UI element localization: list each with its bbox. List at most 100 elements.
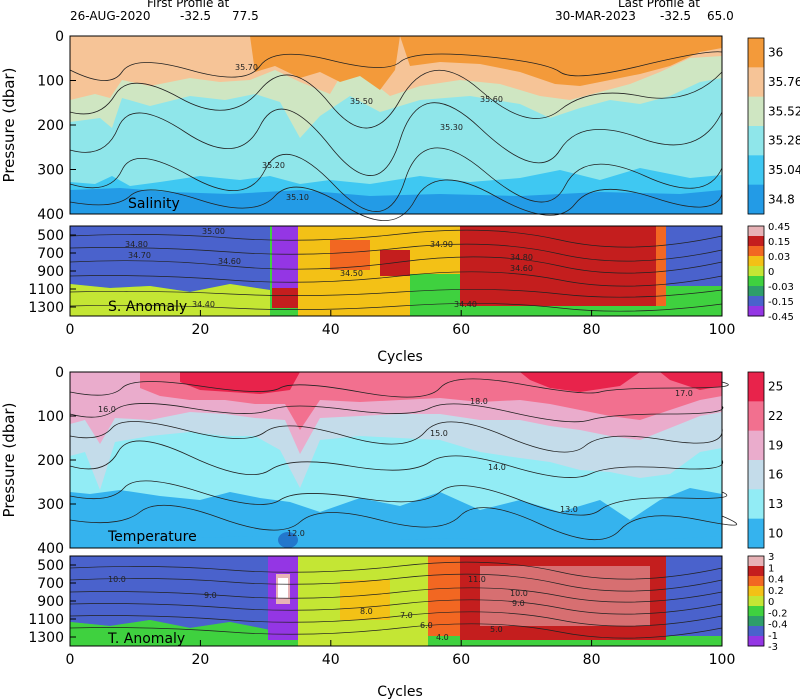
contour-label: 35.00 bbox=[202, 227, 225, 236]
colorbar-swatch bbox=[748, 586, 764, 597]
salinity-panel-label: Salinity bbox=[128, 196, 180, 212]
contour-label: 10.0 bbox=[108, 575, 126, 584]
x-tick-label: 0 bbox=[66, 652, 75, 668]
s-anomaly-orange-edge bbox=[656, 226, 666, 306]
contour-label: 10.0 bbox=[510, 589, 528, 598]
colorbar-frame bbox=[747, 371, 765, 549]
y-tick-label: 100 bbox=[37, 409, 64, 425]
first-profile-date: 26-AUG-2020 bbox=[70, 9, 151, 23]
colorbar-tick-label: 36 bbox=[768, 46, 783, 60]
x-tick-label: 20 bbox=[191, 652, 209, 668]
colorbar-tick-label: 13 bbox=[768, 497, 783, 511]
colorbar-tick-label: -0.2 bbox=[768, 608, 788, 619]
colorbar-swatch bbox=[748, 460, 764, 490]
colorbar-tick-label: -0.03 bbox=[768, 282, 794, 293]
contour-label: 34.50 bbox=[340, 269, 363, 278]
colorbar-swatch bbox=[748, 596, 764, 607]
contour-label: 6.0 bbox=[420, 621, 433, 630]
y-tick-label: 1300 bbox=[28, 630, 64, 646]
x-tick-label: 80 bbox=[583, 322, 601, 338]
temperature-band-red bbox=[180, 372, 722, 394]
contour-label: 34.70 bbox=[128, 251, 151, 260]
contour-label: 18.0 bbox=[470, 397, 488, 406]
colorbar-tick-label: -0.15 bbox=[768, 297, 794, 308]
t-anomaly-blue-right bbox=[666, 556, 722, 636]
colorbar-swatch bbox=[748, 184, 764, 215]
colorbar-swatch bbox=[748, 246, 764, 257]
colorbar-frame bbox=[747, 225, 765, 317]
colorbar-swatch bbox=[748, 256, 764, 267]
contour-label: 35.20 bbox=[262, 161, 285, 170]
temperature-panel-label: Temperature bbox=[107, 529, 197, 545]
colorbar-tick-label: -3 bbox=[768, 642, 778, 653]
colorbar-swatch bbox=[748, 276, 764, 287]
t-anomaly-panel: 10.0 9.0 8.0 7.0 6.0 5.0 4.0 11.0 10.0 9… bbox=[69, 555, 723, 647]
colorbar-tick-label: 16 bbox=[768, 468, 783, 482]
contour-label: 34.90 bbox=[430, 240, 453, 249]
colorbar-swatch bbox=[748, 67, 764, 98]
colorbar-tick-label: -0.45 bbox=[768, 312, 794, 323]
colorbars: 3635.7635.5235.2835.0434.80.450.150.030-… bbox=[747, 37, 800, 653]
contour-label: 34.80 bbox=[510, 253, 533, 262]
colorbar-tick-label: 0 bbox=[768, 267, 774, 278]
y-tick-label: 100 bbox=[37, 74, 64, 90]
x-axis-label-bottom: Cycles bbox=[377, 684, 423, 700]
contour-label: 4.0 bbox=[436, 633, 449, 642]
contour-label: 12.0 bbox=[287, 529, 305, 538]
colorbar-swatch bbox=[748, 430, 764, 461]
colorbar-tick-label: 0.15 bbox=[768, 237, 790, 248]
contour-label: 9.0 bbox=[512, 599, 525, 608]
t-anomaly-green-left bbox=[70, 620, 270, 646]
t-anomaly-contour-labels: 10.0 9.0 8.0 7.0 6.0 5.0 4.0 11.0 10.0 9… bbox=[108, 575, 528, 642]
colorbar-tick-label: 1 bbox=[768, 563, 774, 574]
contour-label: 34.80 bbox=[125, 240, 148, 249]
contour-label: 8.0 bbox=[360, 607, 373, 616]
colorbar-tick-label: 3 bbox=[768, 552, 774, 563]
x-tick-label: 40 bbox=[322, 322, 340, 338]
contour-label: 34.60 bbox=[218, 257, 241, 266]
y-tick-label: 400 bbox=[37, 207, 64, 223]
contour-label: 16.0 bbox=[98, 405, 116, 414]
contour-label: 34.40 bbox=[454, 300, 477, 309]
s-anomaly-purple-column bbox=[272, 226, 298, 288]
x-tick-label: 0 bbox=[66, 322, 75, 338]
colorbar-swatch bbox=[748, 401, 764, 432]
temperature-contour-labels: 16.0 17.0 18.0 15.0 14.0 13.0 12.0 bbox=[98, 389, 693, 538]
contour-label: 35.10 bbox=[286, 193, 309, 202]
x-tick-label: 60 bbox=[452, 322, 470, 338]
y-tick-label: 500 bbox=[37, 558, 64, 574]
colorbar-swatch bbox=[748, 226, 764, 237]
last-profile-date: 30-MAR-2023 bbox=[555, 9, 636, 23]
colorbar-tick-label: 0 bbox=[768, 597, 774, 608]
colorbar-tick-label: 0.4 bbox=[768, 575, 784, 586]
colorbar-tick-label: 34.8 bbox=[768, 192, 795, 206]
colorbar-tick-label: 35.76 bbox=[768, 75, 800, 89]
s-anomaly-red-blob bbox=[272, 288, 298, 308]
y-axis-label-temperature: Pressure (dbar) bbox=[0, 403, 18, 518]
temperature-panel: 16.0 17.0 18.0 15.0 14.0 13.0 12.0 Tempe… bbox=[69, 371, 737, 549]
colorbar-swatch bbox=[748, 576, 764, 587]
last-profile-lon: 65.0 bbox=[707, 9, 734, 23]
contour-label: 7.0 bbox=[400, 611, 413, 620]
t-anomaly-panel-label: T. Anomaly bbox=[107, 631, 185, 647]
colorbar-tick-label: 10 bbox=[768, 526, 783, 540]
contour-label: 35.60 bbox=[480, 95, 503, 104]
x-tick-label: 20 bbox=[191, 322, 209, 338]
s-anomaly-green-bottom bbox=[460, 306, 722, 316]
y-tick-label: 1100 bbox=[28, 282, 64, 298]
s-anomaly-panel-label: S. Anomaly bbox=[108, 299, 187, 315]
colorbar-swatch bbox=[748, 96, 764, 127]
s-anomaly-green-lower-left bbox=[70, 284, 270, 316]
contour-label: 13.0 bbox=[560, 505, 578, 514]
x-tick-label: 80 bbox=[583, 652, 601, 668]
first-profile-lat: -32.5 bbox=[180, 9, 212, 23]
temperature-dark-spot bbox=[278, 532, 298, 548]
colorbar-tick-label: 0.03 bbox=[768, 252, 790, 263]
y-tick-label: 200 bbox=[37, 453, 64, 469]
colorbar-tick-label: 35.52 bbox=[768, 104, 800, 118]
first-profile-lon: 77.5 bbox=[232, 9, 259, 23]
x-tick-label: 60 bbox=[452, 652, 470, 668]
y-tick-label: 900 bbox=[37, 264, 64, 280]
t-anomaly-white-core bbox=[278, 578, 288, 598]
